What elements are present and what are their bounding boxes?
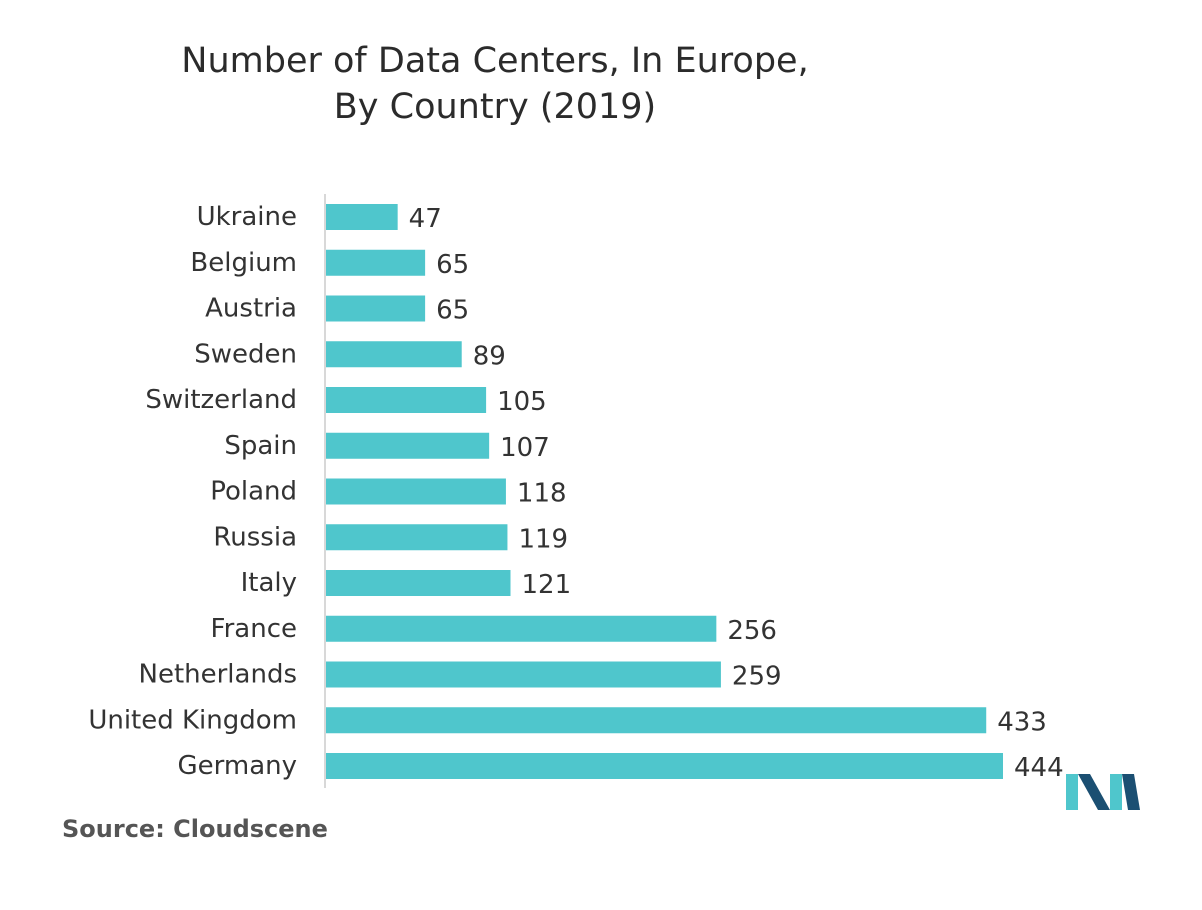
category-label: Poland <box>210 477 297 507</box>
bar <box>326 387 487 413</box>
category-label: Germany <box>177 751 297 781</box>
chart-title-line-2: By Country (2019) <box>333 87 657 127</box>
category-label: Austria <box>205 294 297 324</box>
category-label: Italy <box>241 568 297 598</box>
data-label: 65 <box>436 250 469 280</box>
bar <box>326 432 490 459</box>
category-label: Spain <box>224 431 297 461</box>
data-label: 89 <box>473 341 506 371</box>
data-label: 105 <box>497 387 547 417</box>
bar <box>326 753 1003 779</box>
logo-left-stroke <box>1066 774 1078 810</box>
logo-middle-stroke <box>1078 774 1110 810</box>
data-label: 259 <box>732 662 782 692</box>
bar <box>326 295 426 322</box>
bar <box>326 478 506 505</box>
data-label: 256 <box>727 616 777 646</box>
bar <box>326 707 987 734</box>
category-label: United Kingdom <box>88 705 297 735</box>
bar <box>326 661 721 688</box>
bar <box>326 570 511 596</box>
data-label: 118 <box>517 479 567 509</box>
bar <box>326 615 717 642</box>
category-label: Switzerland <box>145 385 297 415</box>
category-label: Russia <box>213 522 297 552</box>
data-label: 433 <box>997 707 1047 737</box>
data-label: 444 <box>1014 753 1064 783</box>
bar <box>326 204 398 230</box>
logo-right-stroke <box>1110 774 1122 810</box>
bar <box>326 249 426 276</box>
data-label: 119 <box>518 524 568 554</box>
bar <box>326 524 508 551</box>
data-label: 65 <box>436 296 469 326</box>
category-label: Sweden <box>194 339 297 369</box>
data-label: 47 <box>409 204 442 234</box>
brand-logo-icon <box>1066 774 1140 810</box>
source-note: Source: Cloudscene <box>62 815 328 843</box>
data-label: 107 <box>500 433 550 463</box>
category-label: France <box>211 614 297 644</box>
category-label: Ukraine <box>197 202 297 232</box>
data-label: 121 <box>521 570 571 600</box>
logo-far-stroke <box>1122 774 1140 810</box>
bar <box>326 341 462 368</box>
bar-chart: Ukraine 47 Belgium 65 Austria 65 Sweden 89 Switz… <box>88 194 1064 788</box>
chart-title-line-1: Number of Data Centers, In Europe, <box>181 41 809 81</box>
category-label: Belgium <box>190 248 297 278</box>
category-label: Netherlands <box>139 660 298 690</box>
